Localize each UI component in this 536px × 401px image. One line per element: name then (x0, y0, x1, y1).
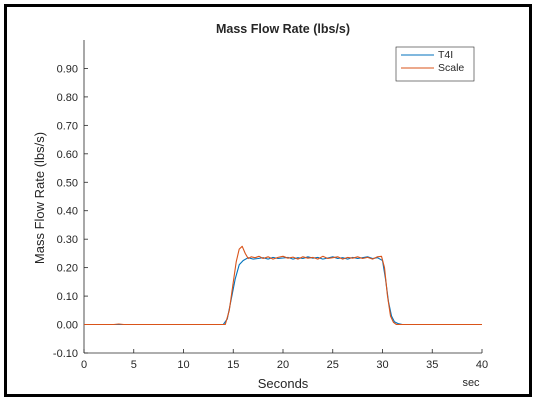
y-tick-label: 0.00 (57, 320, 78, 332)
x-tick-label: 30 (376, 359, 388, 371)
legend-label: T4I (438, 49, 453, 61)
x-tick-label: 10 (177, 359, 189, 371)
y-tick-label: -0.10 (53, 348, 78, 360)
y-tick-label: 0.10 (57, 291, 78, 303)
chart-title: Mass Flow Rate (lbs/s) (216, 22, 350, 36)
x-tick-label: 5 (131, 359, 137, 371)
y-tick-label: 0.90 (57, 63, 78, 75)
series-line-scale (84, 245, 482, 326)
legend-label: Scale (438, 62, 464, 74)
plot-area (83, 40, 482, 354)
y-axis-ticks: -0.10 0.00 0.10 0.20 0.30 0.40 0.50 0.60 0.70 0.8… (53, 63, 88, 360)
series-layer (84, 245, 482, 326)
y-tick-label: 0.70 (57, 120, 78, 132)
x-tick-label: 35 (426, 359, 438, 371)
x-tick-label: 40 (476, 359, 488, 371)
y-tick-label: 0.80 (57, 92, 78, 104)
y-tick-label: 0.20 (57, 263, 78, 275)
legend-box (395, 46, 475, 82)
y-axis-label: Mass Flow Rate (lbs/s) (32, 132, 47, 264)
x-tick-label: 0 (81, 359, 87, 371)
y-tick-label: 0.50 (57, 177, 78, 189)
x-axis-ticks: 0 5 10 15 20 25 30 35 40 (81, 349, 488, 371)
x-axis-unit-label: sec (462, 377, 480, 389)
x-tick-label: 15 (227, 359, 239, 371)
x-axis-label: Seconds (258, 376, 309, 391)
y-tick-label: 0.40 (57, 206, 78, 218)
x-tick-label: 20 (277, 359, 289, 371)
plot-background (84, 40, 482, 353)
y-tick-label: 0.30 (57, 234, 78, 246)
x-tick-label: 25 (327, 359, 339, 371)
y-tick-label: 0.60 (57, 149, 78, 161)
